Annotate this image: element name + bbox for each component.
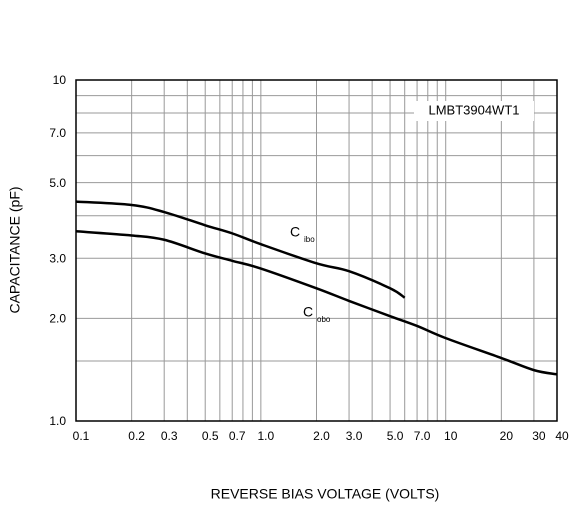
x-tick-label: 10 bbox=[444, 429, 458, 443]
y-axis-label: CAPACITANCE (pF) bbox=[7, 186, 23, 313]
x-tick-label: 0.5 bbox=[202, 429, 219, 443]
x-tick-label: 0.3 bbox=[161, 429, 178, 443]
x-tick-label: 0.7 bbox=[229, 429, 246, 443]
x-tick-label: 40 bbox=[555, 429, 569, 443]
y-tick-label: 2.0 bbox=[49, 312, 66, 326]
x-tick-label: 30 bbox=[532, 429, 546, 443]
series-label: C bbox=[290, 224, 300, 240]
x-tick-label: 20 bbox=[500, 429, 514, 443]
x-tick-label: 1.0 bbox=[258, 429, 275, 443]
x-axis-label: REVERSE BIAS VOLTAGE (VOLTS) bbox=[211, 486, 440, 502]
series-label-sub: ibo bbox=[304, 235, 315, 244]
series-label: C bbox=[303, 304, 313, 320]
series-line bbox=[75, 230, 558, 376]
y-tick-label: 1.0 bbox=[49, 414, 66, 428]
annotation-box bbox=[414, 101, 534, 121]
x-tick-label: 3.0 bbox=[346, 429, 363, 443]
x-tick-label: 0.2 bbox=[128, 429, 145, 443]
plot-frame bbox=[75, 79, 558, 422]
annotation: LMBT3904WT1 bbox=[428, 102, 519, 117]
x-tick-label: 5.0 bbox=[387, 429, 404, 443]
x-tick-label: 2.0 bbox=[313, 429, 330, 443]
series-line bbox=[75, 200, 406, 299]
series-label-sub: obo bbox=[317, 315, 331, 324]
y-tick-label: 7.0 bbox=[49, 126, 66, 140]
y-tick-label: 10 bbox=[53, 73, 67, 87]
y-tick-label: 5.0 bbox=[49, 176, 66, 190]
x-tick-label: 0.1 bbox=[73, 429, 90, 443]
y-tick-label: 3.0 bbox=[49, 251, 66, 265]
x-tick-label: 7.0 bbox=[414, 429, 431, 443]
